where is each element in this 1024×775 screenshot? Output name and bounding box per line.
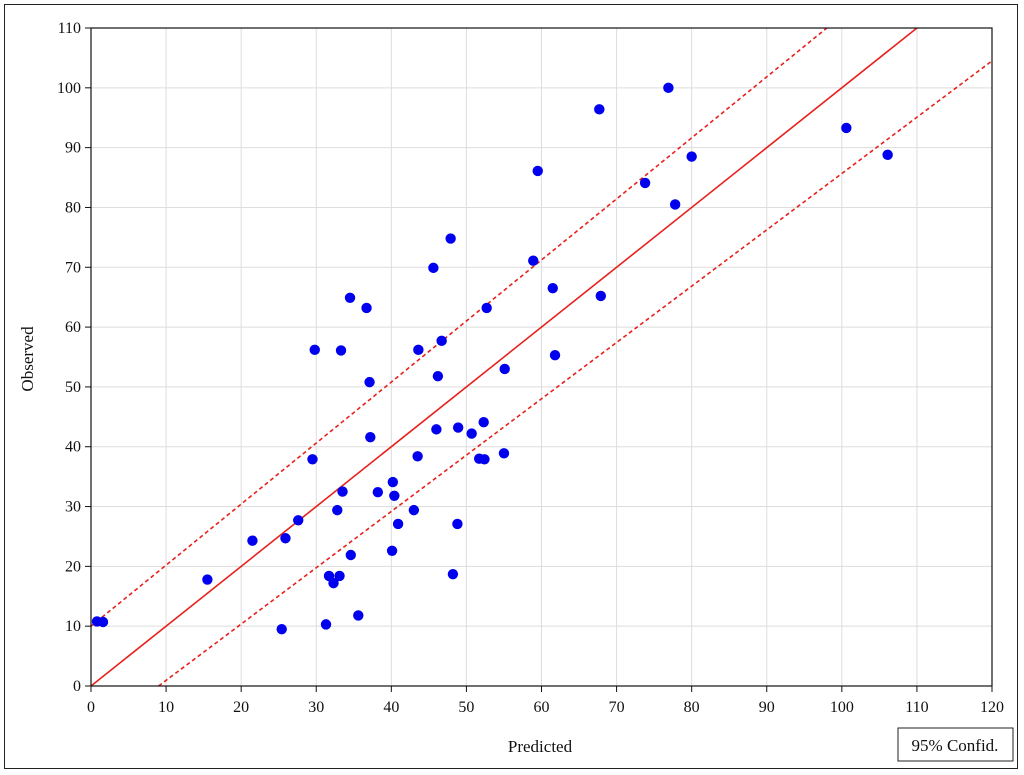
legend-label: 95% Confid. [912,736,999,755]
y-tick-label: 40 [65,439,81,456]
data-point [276,623,287,635]
data-point [841,122,852,134]
data-point [389,490,400,501]
data-points [91,82,893,635]
data-point [447,568,459,580]
y-axis-title: Observed [18,326,37,392]
data-point [594,104,605,115]
data-point [663,82,674,94]
y-tick-label: 70 [65,259,81,276]
x-tick-label: 20 [233,699,249,716]
x-tick-label: 40 [383,699,399,716]
data-point [498,448,510,459]
data-point [412,451,423,462]
data-point [478,417,489,428]
data-point [532,165,543,177]
data-point [364,376,375,388]
data-point [386,545,398,557]
data-point [320,619,332,630]
data-point [686,151,697,162]
data-point [408,504,420,516]
legend-frame [897,727,1014,762]
axes [85,27,993,692]
x-tick-label: 50 [458,699,474,716]
data-point [445,233,456,244]
data-point [639,177,651,189]
x-tick-label: 100 [830,699,854,716]
x-tick-label: 10 [158,699,174,716]
data-point [882,149,893,161]
data-point [334,570,345,582]
y-tick-label: 100 [57,80,81,97]
data-point [280,533,291,544]
legend-box: 95% Confid. [897,727,1014,762]
data-point [528,255,539,266]
data-point [479,454,490,465]
x-tick-label: 60 [534,699,550,716]
data-point [307,454,318,465]
y-tick-label: 10 [65,618,81,635]
data-point [337,486,348,497]
data-point [353,610,364,621]
data-point [499,363,510,375]
x-tick-label: 110 [905,699,928,716]
data-point [345,549,356,561]
data-point [97,616,109,628]
x-tick-labels: 0 10 20 30 40 50 60 70 80 90 100 110 120 [87,699,1004,716]
y-tick-labels: 0 10 20 30 40 50 60 70 80 90 100 110 [57,20,81,695]
x-axis-title: Predicted [508,737,573,756]
data-point [452,422,464,433]
y-tick-label: 30 [65,499,81,516]
data-point [547,283,558,294]
confidence-band [91,28,992,686]
data-point [344,292,356,303]
y-tick-label: 20 [65,558,81,575]
data-point [452,518,463,530]
x-tick-label: 120 [980,699,1004,716]
data-point [247,535,258,546]
x-tick-label: 90 [759,699,775,716]
data-point [202,574,213,585]
x-tick-label: 70 [609,699,625,716]
data-point [392,518,404,530]
data-point [431,424,442,435]
y-tick-label: 80 [65,199,81,216]
y-tick-label: 90 [65,140,81,157]
y-tick-label: 110 [58,20,81,37]
y-tick-label: 50 [65,379,81,396]
grid [91,28,992,686]
fit-line [91,28,919,686]
data-point [466,428,477,439]
data-point [595,290,607,302]
x-tick-label: 30 [308,699,324,716]
data-point [432,370,444,382]
data-point [361,302,372,314]
data-point [413,344,424,356]
data-point [436,335,447,347]
data-point [309,344,320,356]
data-point [387,476,399,488]
data-point [365,431,376,443]
data-point [549,350,561,361]
data-point [428,262,439,274]
y-tick-label: 60 [65,319,81,336]
data-point [481,302,492,314]
confidence-line-lower [158,60,992,686]
x-tick-label: 80 [684,699,700,716]
x-tick-label: 0 [87,699,95,716]
data-point [669,199,681,210]
data-point [332,504,343,516]
data-point [372,486,384,498]
data-point [293,515,304,526]
y-tick-label: 0 [73,678,81,695]
data-point [335,345,347,356]
data-point [328,577,339,589]
fit-line-group [91,28,919,686]
